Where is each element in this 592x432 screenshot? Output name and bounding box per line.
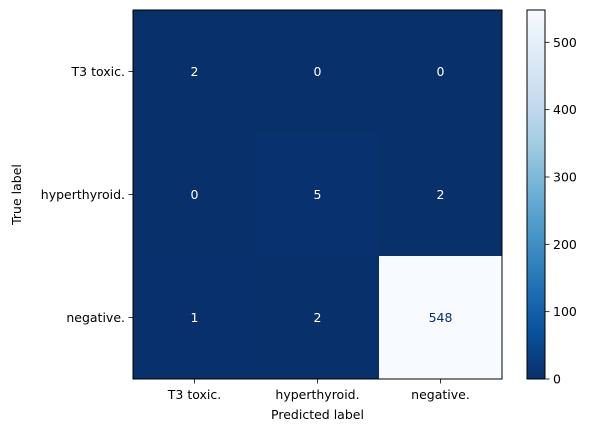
cell-value-label: 2 bbox=[191, 64, 199, 79]
heatmap-cell bbox=[133, 133, 257, 257]
cell-value-label: 2 bbox=[314, 310, 322, 325]
heatmap-cell bbox=[133, 10, 257, 134]
colorbar-tick-label: 400 bbox=[553, 102, 577, 117]
y-tick-label: negative. bbox=[66, 310, 125, 325]
y-tick-label: T3 toxic. bbox=[71, 64, 125, 79]
x-tick-label: negative. bbox=[411, 387, 470, 402]
cell-value-label: 5 bbox=[314, 187, 322, 202]
heatmap-cell bbox=[379, 133, 503, 257]
heatmap-cell bbox=[379, 256, 503, 380]
y-axis-ticks: T3 toxic. hyperthyroid. negative. bbox=[41, 64, 133, 325]
cell-value-label: 0 bbox=[437, 64, 445, 79]
heatmap-cell bbox=[256, 256, 380, 380]
cell-value-label: 548 bbox=[429, 310, 453, 325]
heatmap-cell bbox=[256, 133, 380, 257]
cell-value-label: 0 bbox=[191, 187, 199, 202]
heatmap-cell-labels: 2 0 0 0 5 2 1 2 548 bbox=[191, 64, 453, 325]
heatmap-cells bbox=[133, 10, 503, 380]
y-axis-label: True label bbox=[9, 164, 24, 226]
cell-value-label: 1 bbox=[191, 310, 199, 325]
x-axis-label: Predicted label bbox=[271, 407, 364, 422]
heatmap-cell bbox=[133, 256, 257, 380]
heatmap-cell bbox=[256, 10, 380, 134]
colorbar-tick-label: 200 bbox=[553, 237, 577, 252]
colorbar bbox=[526, 9, 546, 380]
x-tick-label: hyperthyroid. bbox=[275, 387, 359, 402]
colorbar-tick-label: 100 bbox=[553, 304, 577, 319]
colorbar-ticks: 0 100 200 300 400 500 bbox=[545, 35, 577, 387]
colorbar-tick-label: 500 bbox=[553, 35, 577, 50]
colorbar-tick-label: 0 bbox=[553, 372, 561, 387]
y-tick-label: hyperthyroid. bbox=[41, 187, 125, 202]
colorbar-tick-label: 300 bbox=[553, 169, 577, 184]
x-tick-label: T3 toxic. bbox=[167, 387, 221, 402]
heatmap-cell bbox=[379, 10, 503, 134]
cell-value-label: 2 bbox=[437, 187, 445, 202]
x-axis-ticks: T3 toxic. hyperthyroid. negative. bbox=[167, 379, 470, 402]
cell-value-label: 0 bbox=[314, 64, 322, 79]
